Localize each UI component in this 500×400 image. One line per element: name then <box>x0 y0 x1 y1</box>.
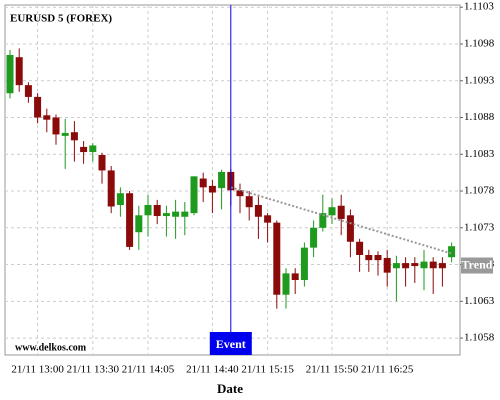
candle-body <box>429 261 437 269</box>
x-tick-label: 21/11 14:05 <box>122 364 175 376</box>
y-tick-label: 1.1073 <box>464 221 495 233</box>
candle-body <box>6 55 14 94</box>
y-tick-label: 1.1093 <box>464 74 495 86</box>
candle-body <box>365 255 373 261</box>
trend-label-box <box>461 257 493 274</box>
candle-body <box>328 207 336 216</box>
candle-body <box>52 117 60 135</box>
x-tick-label: 21/11 15:15 <box>241 364 294 376</box>
candle-body <box>420 261 428 269</box>
x-tick-label: 21/11 15:50 <box>306 364 359 376</box>
candle-body <box>245 196 253 208</box>
candle-body <box>438 263 446 269</box>
candle-body <box>402 263 410 269</box>
candle-body <box>300 247 308 280</box>
candle-body <box>15 57 23 86</box>
candle-body <box>236 190 244 197</box>
candle-body <box>273 222 281 295</box>
candle-body <box>218 171 226 189</box>
x-tick-label: 21/11 14:40 <box>186 364 239 376</box>
candle-body <box>34 96 42 118</box>
candle-body <box>153 205 161 217</box>
trend-label: Trend <box>462 257 493 271</box>
event-label: Event <box>216 337 246 351</box>
candle-body <box>135 215 143 233</box>
candle-body <box>190 176 198 214</box>
candle-body <box>383 257 391 273</box>
candle-body <box>199 178 207 188</box>
y-tick-label: 1.1063 <box>464 295 495 307</box>
candle-body <box>43 115 51 120</box>
candle-body <box>356 241 364 255</box>
trend-line <box>230 186 452 255</box>
candle-body <box>282 273 290 295</box>
candle-body <box>89 145 97 153</box>
candle-body <box>392 263 400 269</box>
candle-body <box>448 246 456 258</box>
candle-body <box>144 205 152 216</box>
candle-body <box>374 255 382 261</box>
candle-body <box>162 213 170 217</box>
candle-body <box>107 170 115 207</box>
candle-body <box>24 85 32 97</box>
candle-body <box>337 205 345 219</box>
candle-body <box>310 227 318 248</box>
y-tick-label: 1.1103 <box>464 1 494 13</box>
candle-body <box>208 185 216 193</box>
candle-body <box>254 205 262 217</box>
y-tick-label: 1.1058 <box>464 332 495 344</box>
candle-body <box>319 213 327 228</box>
y-tick-label: 1.1088 <box>464 111 495 123</box>
watermark: www.delkos.com <box>15 342 87 353</box>
candle-body <box>61 132 69 136</box>
candle-body <box>346 215 354 242</box>
x-tick-label: 21/11 13:00 <box>11 364 64 376</box>
y-tick-label: 1.1083 <box>464 148 495 160</box>
candle-body <box>116 193 124 205</box>
y-tick-label: 1.1098 <box>464 38 495 50</box>
candle-body <box>172 211 180 217</box>
chart-title: EURUSD 5 (FOREX) <box>10 13 112 25</box>
candle-body <box>80 146 88 153</box>
candle-body <box>181 211 189 217</box>
x-tick-label: 21/11 16:25 <box>361 364 414 376</box>
candle-body <box>411 263 419 267</box>
candle-body <box>291 273 299 280</box>
x-tick-label: 21/11 13:30 <box>67 364 120 376</box>
candle-body <box>70 132 78 141</box>
x-axis-label: Date <box>217 381 243 396</box>
candle-body <box>98 155 106 171</box>
event-label-box <box>209 332 252 355</box>
candle-body <box>264 215 272 223</box>
y-tick-label: 1.1078 <box>464 185 495 197</box>
candle-body <box>126 193 134 247</box>
